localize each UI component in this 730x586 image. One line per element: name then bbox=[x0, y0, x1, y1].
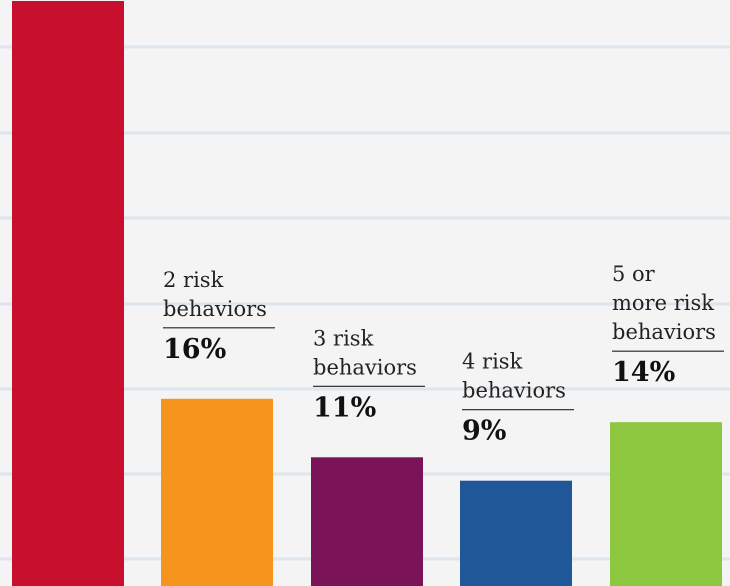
category-label-line: more risk bbox=[612, 291, 714, 315]
category-label: 5 or more risk behaviors bbox=[612, 262, 716, 344]
category-label: 2 risk behaviors bbox=[163, 268, 267, 321]
bar bbox=[460, 480, 572, 586]
category-label-line: behaviors bbox=[612, 320, 716, 344]
value-label: 11% bbox=[313, 392, 376, 423]
value-label: 14% bbox=[612, 357, 675, 388]
category-label-line: 5 or bbox=[612, 262, 656, 286]
category-label: 3 risk behaviors bbox=[313, 326, 417, 379]
bar bbox=[161, 398, 273, 586]
bar bbox=[311, 457, 423, 586]
value-label: 9% bbox=[462, 416, 506, 447]
bar bbox=[12, 1, 124, 586]
category-label-line: behaviors bbox=[462, 379, 566, 403]
category-label-line: behaviors bbox=[163, 297, 267, 321]
bar-annotation: 3 risk behaviors 11% bbox=[313, 326, 425, 423]
chart-labels: 2 risk behaviors 16% 3 risk behaviors 11% 4 ri… bbox=[163, 262, 724, 447]
bar-annotation: 5 or more risk behaviors 14% bbox=[612, 262, 724, 388]
category-label-line: 2 risk bbox=[163, 268, 224, 292]
value-label: 16% bbox=[163, 334, 226, 365]
category-label-line: 4 risk bbox=[462, 350, 523, 374]
category-label-line: 3 risk bbox=[313, 326, 374, 350]
bar bbox=[610, 422, 722, 586]
bar-annotation: 2 risk behaviors 16% bbox=[163, 268, 275, 365]
category-label-line: behaviors bbox=[313, 355, 417, 379]
chart-bars bbox=[12, 1, 722, 586]
category-label: 4 risk behaviors bbox=[462, 350, 566, 403]
bar-annotation: 4 risk behaviors 9% bbox=[462, 350, 574, 447]
